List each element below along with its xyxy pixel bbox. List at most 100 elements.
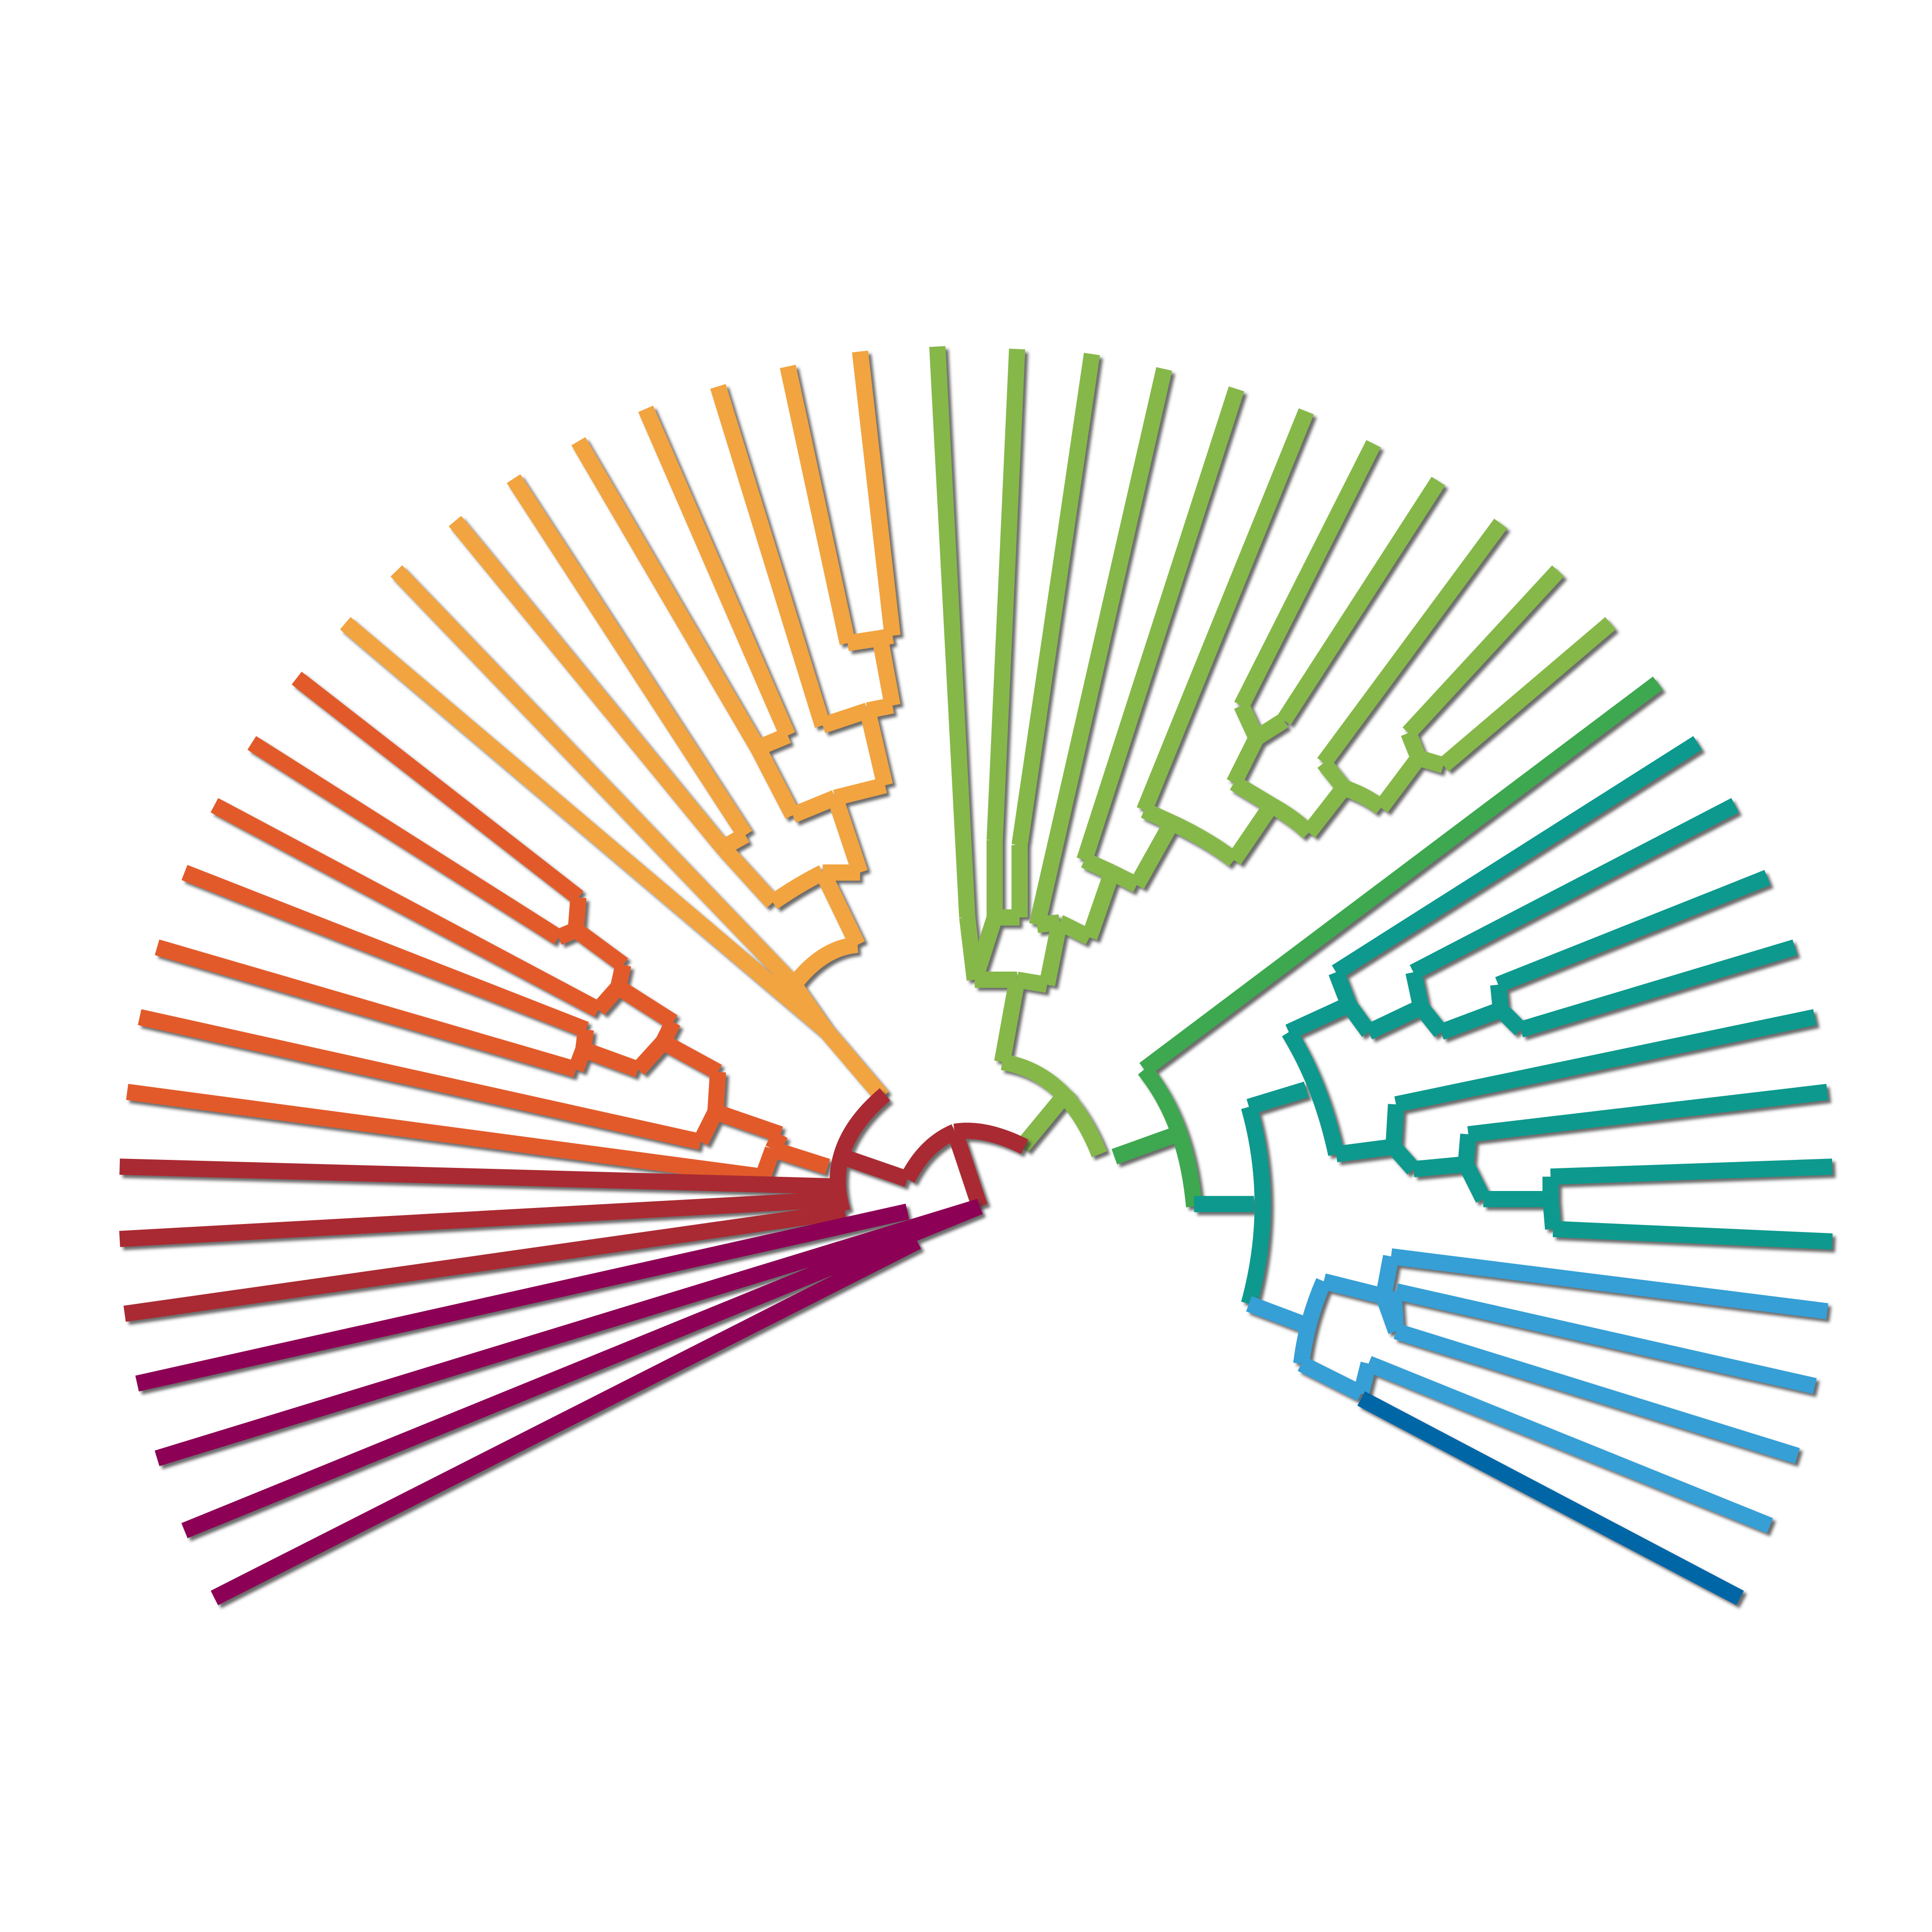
yellow-green-branch [1011, 352, 1100, 847]
sky-blue-branch [1293, 1278, 1332, 1365]
burgundy-branch [947, 1129, 988, 1209]
orange-branch [614, 980, 678, 1029]
light-orange-branch [340, 617, 831, 1036]
yellow-green-branch [929, 346, 975, 918]
orange-branch [693, 1108, 723, 1146]
teal-branch [1542, 1198, 1561, 1230]
light-orange-branch [449, 516, 729, 853]
teal-branch [1457, 1133, 1477, 1165]
sky-blue-branch [1322, 1273, 1386, 1304]
burgundy-branch [119, 1158, 843, 1195]
magenta-branch [135, 1203, 909, 1392]
dark-blue-branch [1357, 1391, 1744, 1605]
light-orange-branch [819, 1024, 889, 1102]
orange-branch [713, 1104, 783, 1142]
orange-branch [610, 963, 632, 989]
sky-blue-branch [1366, 1356, 1773, 1533]
light-orange-branch [815, 869, 865, 949]
orange-branch [181, 865, 589, 1037]
orange-branch [571, 923, 628, 972]
light-orange-branch [638, 405, 795, 739]
light-orange-branch [390, 565, 800, 991]
yellow-green-branch [1374, 753, 1425, 813]
light-orange-branch [710, 384, 831, 728]
burgundy-branch [119, 1191, 843, 1247]
teal-branch [1409, 798, 1739, 980]
burgundy-branch [900, 1124, 958, 1183]
yellow-green-branch [1082, 870, 1120, 940]
yellow-green-branch [1402, 565, 1564, 739]
sky-blue-branch [1394, 1283, 1817, 1394]
light-orange-branch [866, 697, 894, 719]
sky-blue-branch [1390, 1248, 1829, 1320]
orange-branch [567, 897, 587, 931]
yellow-green-branch [994, 978, 1025, 1064]
teal-branch [1438, 1002, 1504, 1040]
teal-branch [1458, 1160, 1491, 1203]
light-orange-branch [787, 980, 832, 1034]
yellow-green-branch [986, 349, 1025, 841]
yellow-green-branch [1000, 1054, 1107, 1158]
light-orange-clade [340, 350, 901, 1102]
sky-blue-branch [1246, 1296, 1312, 1334]
orange-branch [126, 1083, 764, 1185]
teal-branch [1365, 999, 1424, 1040]
light-orange-branch [859, 708, 893, 787]
teal-branch [1285, 997, 1352, 1040]
light-orange-branch [750, 744, 800, 819]
teal-branch [1518, 939, 1798, 1038]
teal-branch [1246, 1082, 1309, 1115]
yellow-green-branch [1168, 815, 1239, 866]
teal-branch [1282, 1028, 1344, 1156]
yellow-green-branch [1108, 865, 1141, 892]
light-orange-branch [716, 842, 779, 908]
orange-clade [126, 672, 830, 1185]
yellow-green-branch [1341, 780, 1386, 814]
orange-branch [592, 982, 625, 1015]
teal-branch [1342, 999, 1375, 1037]
burgundy-branch [123, 1203, 847, 1322]
orange-branch [155, 939, 578, 1077]
sky-blue-branch [1385, 1291, 1404, 1332]
yellow-green-branch [1141, 803, 1175, 830]
magenta-branch [210, 1234, 921, 1606]
orange-branch [707, 1071, 726, 1113]
yellow-green-branch [1136, 408, 1314, 814]
yellow-green-branch [1438, 617, 1616, 772]
orange-branch [659, 1035, 722, 1079]
teal-branch [1394, 1009, 1817, 1113]
teal-branch [1335, 1139, 1395, 1163]
light-orange-branch [833, 777, 887, 806]
teal-branch [1241, 1104, 1271, 1306]
teal-branch [1552, 1221, 1833, 1250]
yellow-green-branch [1016, 972, 1049, 993]
yellow-green-branch [967, 915, 1003, 983]
orange-branch [580, 1041, 641, 1077]
light-orange-branch [507, 474, 752, 840]
yellow-green-branch [1277, 476, 1445, 725]
orange-branch [656, 1018, 681, 1046]
light-orange-branch [827, 795, 868, 875]
teal-branch [1387, 1141, 1420, 1175]
yellow-green-branch [1039, 921, 1068, 987]
light-orange-branch [852, 350, 901, 637]
yellow-green-branch [1267, 798, 1315, 839]
yellow-green-branch [1234, 440, 1381, 709]
light-orange-branch [790, 790, 839, 823]
yellow-green-branch [1317, 758, 1350, 793]
burgundy-clade [119, 1088, 1028, 1322]
orange-branch [247, 736, 563, 944]
orange-branch [755, 1146, 781, 1180]
green-branch [1138, 1064, 1202, 1208]
light-orange-branch [768, 865, 826, 909]
teal-branch [1328, 969, 1357, 1008]
orange-branch [568, 1047, 591, 1073]
orange-branch [555, 922, 579, 945]
yellow-green-branch [1226, 734, 1264, 787]
magenta-clade [135, 1199, 983, 1606]
orange-branch [770, 1141, 830, 1174]
yellow-green-branch [1227, 800, 1278, 865]
orange-branch [138, 1009, 702, 1150]
